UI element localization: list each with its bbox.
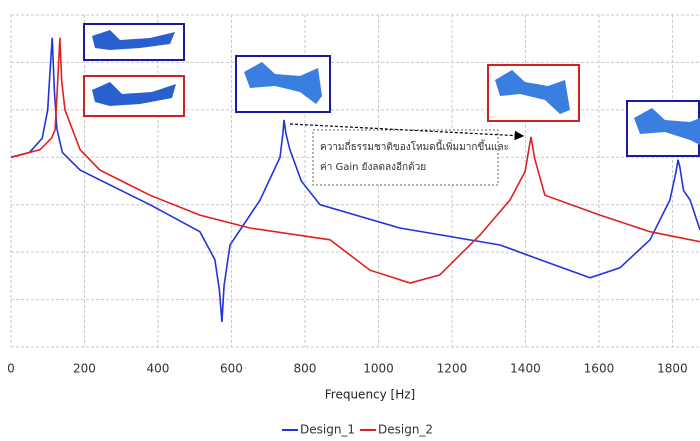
legend-label: Design_2	[378, 423, 433, 437]
x-tick-label: 1400	[510, 362, 541, 376]
model-images	[83, 23, 700, 157]
x-axis-label: Frequency [Hz]	[325, 388, 416, 402]
x-tick-label: 1800	[657, 362, 688, 376]
x-tick-label: 0	[7, 362, 15, 376]
x-tick-label: 1600	[584, 362, 615, 376]
lines	[10, 37, 700, 322]
x-tick-label: 600	[220, 362, 243, 376]
x-tick-label: 800	[294, 362, 317, 376]
series-line	[10, 37, 700, 322]
x-tick-label: 1000	[363, 362, 394, 376]
x-tick-label: 200	[73, 362, 96, 376]
annotation-text: ความถี่ธรรมชาติของโหมดนี้เพิ่มมากขึ้นและ	[320, 139, 509, 153]
x-tick-label: 400	[147, 362, 170, 376]
x-tick-label: 1200	[437, 362, 468, 376]
annotation-text: ค่า Gain ยังลดลงอีกด้วย	[320, 161, 426, 173]
annotation: ความถี่ธรรมชาติของโหมดนี้เพิ่มมากขึ้นและ…	[289, 123, 525, 186]
legend: Design_1 Design_2	[282, 423, 433, 437]
legend-label: Design_1	[300, 423, 355, 437]
series-line	[10, 37, 700, 284]
